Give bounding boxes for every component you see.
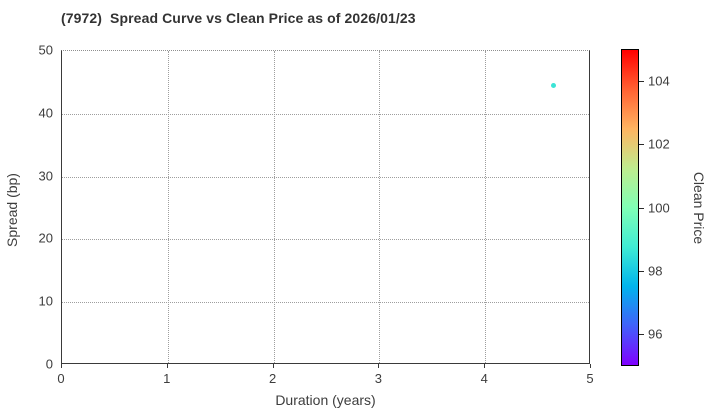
colorbar-tick-label: 104 [648,73,670,89]
x-tick-label: 2 [268,371,277,386]
colorbar [621,49,639,366]
x-tick-mark [272,364,274,368]
colorbar-label: Clean Price [691,171,707,245]
y-tick-label: 40 [38,105,53,121]
colorbar-tick-label: 96 [648,326,663,342]
x-tick-mark [61,364,62,368]
x-axis-label: Duration (years) [275,392,376,408]
x-gridline [379,51,381,363]
x-tick-label: 5 [586,371,594,386]
x-tick-mark [484,364,486,368]
colorbar-tick-label: 100 [648,200,670,215]
colorbar-tick-mark [639,207,644,209]
y-gridline [62,176,589,178]
y-gridline [62,302,589,304]
plot-area [61,50,590,364]
y-gridline [62,113,589,115]
x-tick-label: 4 [480,371,488,386]
x-tick-label: 1 [163,371,171,386]
y-tick-label: 30 [38,168,53,184]
x-gridline [167,51,169,363]
x-tick-mark [378,364,380,368]
colorbar-tick-label: 102 [648,136,670,152]
x-tick-label: 3 [374,371,383,386]
colorbar-tick-mark [639,334,644,336]
x-tick-mark [590,364,591,368]
x-gridline [273,51,275,363]
data-point [551,83,557,89]
colorbar-tick-label: 98 [648,263,663,279]
y-gridline [62,239,589,241]
x-gridline [485,51,487,363]
chart-title: (7972) Spread Curve vs Clean Price as of… [61,10,416,26]
y-tick-label: 50 [38,42,53,58]
x-tick-mark [166,364,168,368]
colorbar-tick-mark [639,144,644,146]
y-tick-label: 10 [38,293,53,309]
x-tick-label: 0 [57,371,65,386]
y-tick-label: 0 [45,356,53,372]
colorbar-tick-mark [639,80,644,82]
y-tick-label: 20 [38,230,53,246]
colorbar-tick-mark [639,270,644,272]
